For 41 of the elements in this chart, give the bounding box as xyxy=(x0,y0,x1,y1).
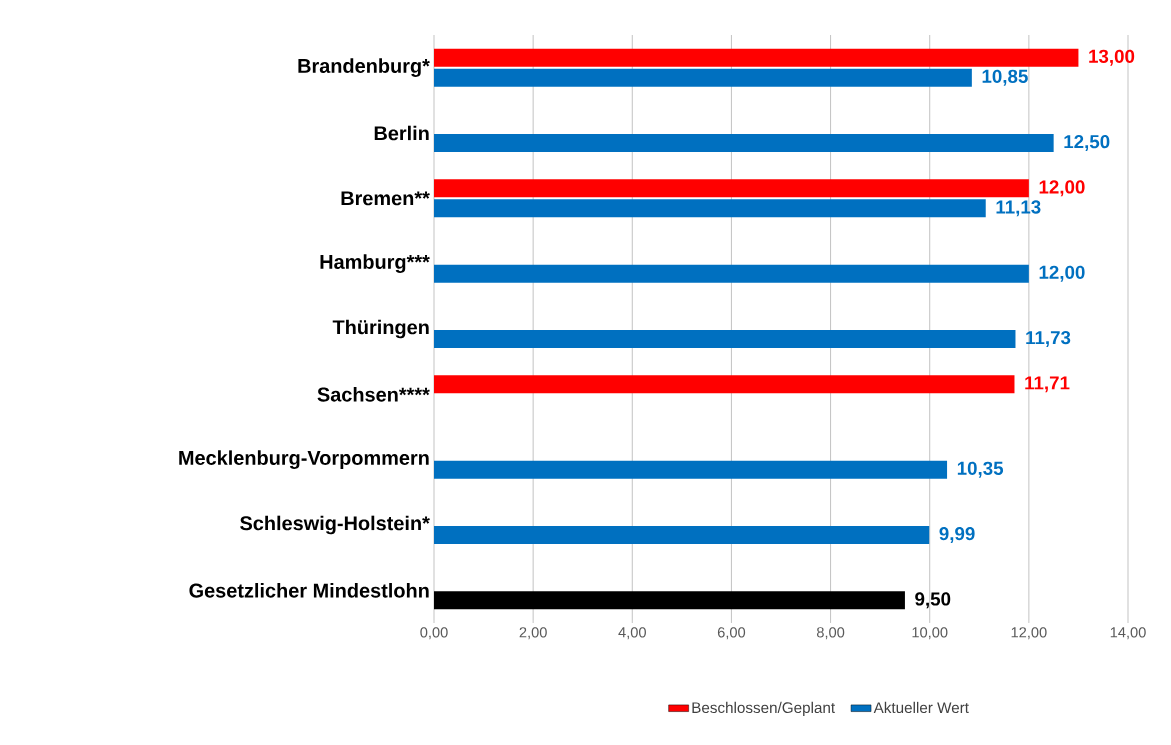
data-label: 11,71 xyxy=(1025,376,1070,393)
legend-label: Beschlossen/Geplant xyxy=(692,701,835,717)
bar xyxy=(434,460,948,479)
y-tick-label: Bremen** xyxy=(341,191,430,206)
x-tick-label: 12,00 xyxy=(1011,627,1047,640)
bar xyxy=(434,375,1015,394)
data-label: 10,35 xyxy=(957,461,1004,478)
x-tick-label: 2,00 xyxy=(519,627,547,640)
y-tick-label: Berlin xyxy=(374,125,429,141)
bar xyxy=(434,48,1079,67)
x-tick-label: 10,00 xyxy=(912,627,948,640)
data-label: 12,00 xyxy=(1039,180,1085,197)
data-label: 11,73 xyxy=(1026,331,1071,347)
x-tick-label: 14,00 xyxy=(1110,627,1146,640)
bar xyxy=(434,179,1029,198)
bar xyxy=(434,199,986,218)
bar xyxy=(434,526,930,544)
bar xyxy=(434,264,1029,283)
x-tick-label: 6,00 xyxy=(717,627,746,640)
x-tick-label: 8,00 xyxy=(816,627,845,640)
data-label: 12,50 xyxy=(1064,135,1110,151)
data-label: 11,13 xyxy=(996,200,1041,217)
data-label: 10,85 xyxy=(982,69,1028,86)
data-label: 9,99 xyxy=(939,527,975,543)
y-tick-label: Thüringen xyxy=(332,319,429,339)
y-tick-label: Gesetzlicher Mindestlohn xyxy=(189,583,429,598)
bar xyxy=(434,591,905,610)
legend-label: Aktueller Wert xyxy=(873,701,969,714)
bar xyxy=(434,134,1054,152)
x-tick-label: 0,00 xyxy=(420,627,448,640)
y-tick-label: Hamburg*** xyxy=(320,254,430,273)
data-label: 12,00 xyxy=(1039,265,1085,282)
bar xyxy=(434,68,972,87)
data-label: 9,50 xyxy=(915,592,951,609)
data-label: 13,00 xyxy=(1089,49,1135,66)
y-tick-label: Brandenburg* xyxy=(298,58,430,77)
x-tick-label: 4,00 xyxy=(618,627,646,640)
bar xyxy=(434,330,1016,348)
y-tick-label: Mecklenburg-Vorpommern xyxy=(179,450,429,469)
y-tick-label: Schleswig-Holstein* xyxy=(240,515,430,535)
y-tick-label: Sachsen**** xyxy=(317,387,430,402)
